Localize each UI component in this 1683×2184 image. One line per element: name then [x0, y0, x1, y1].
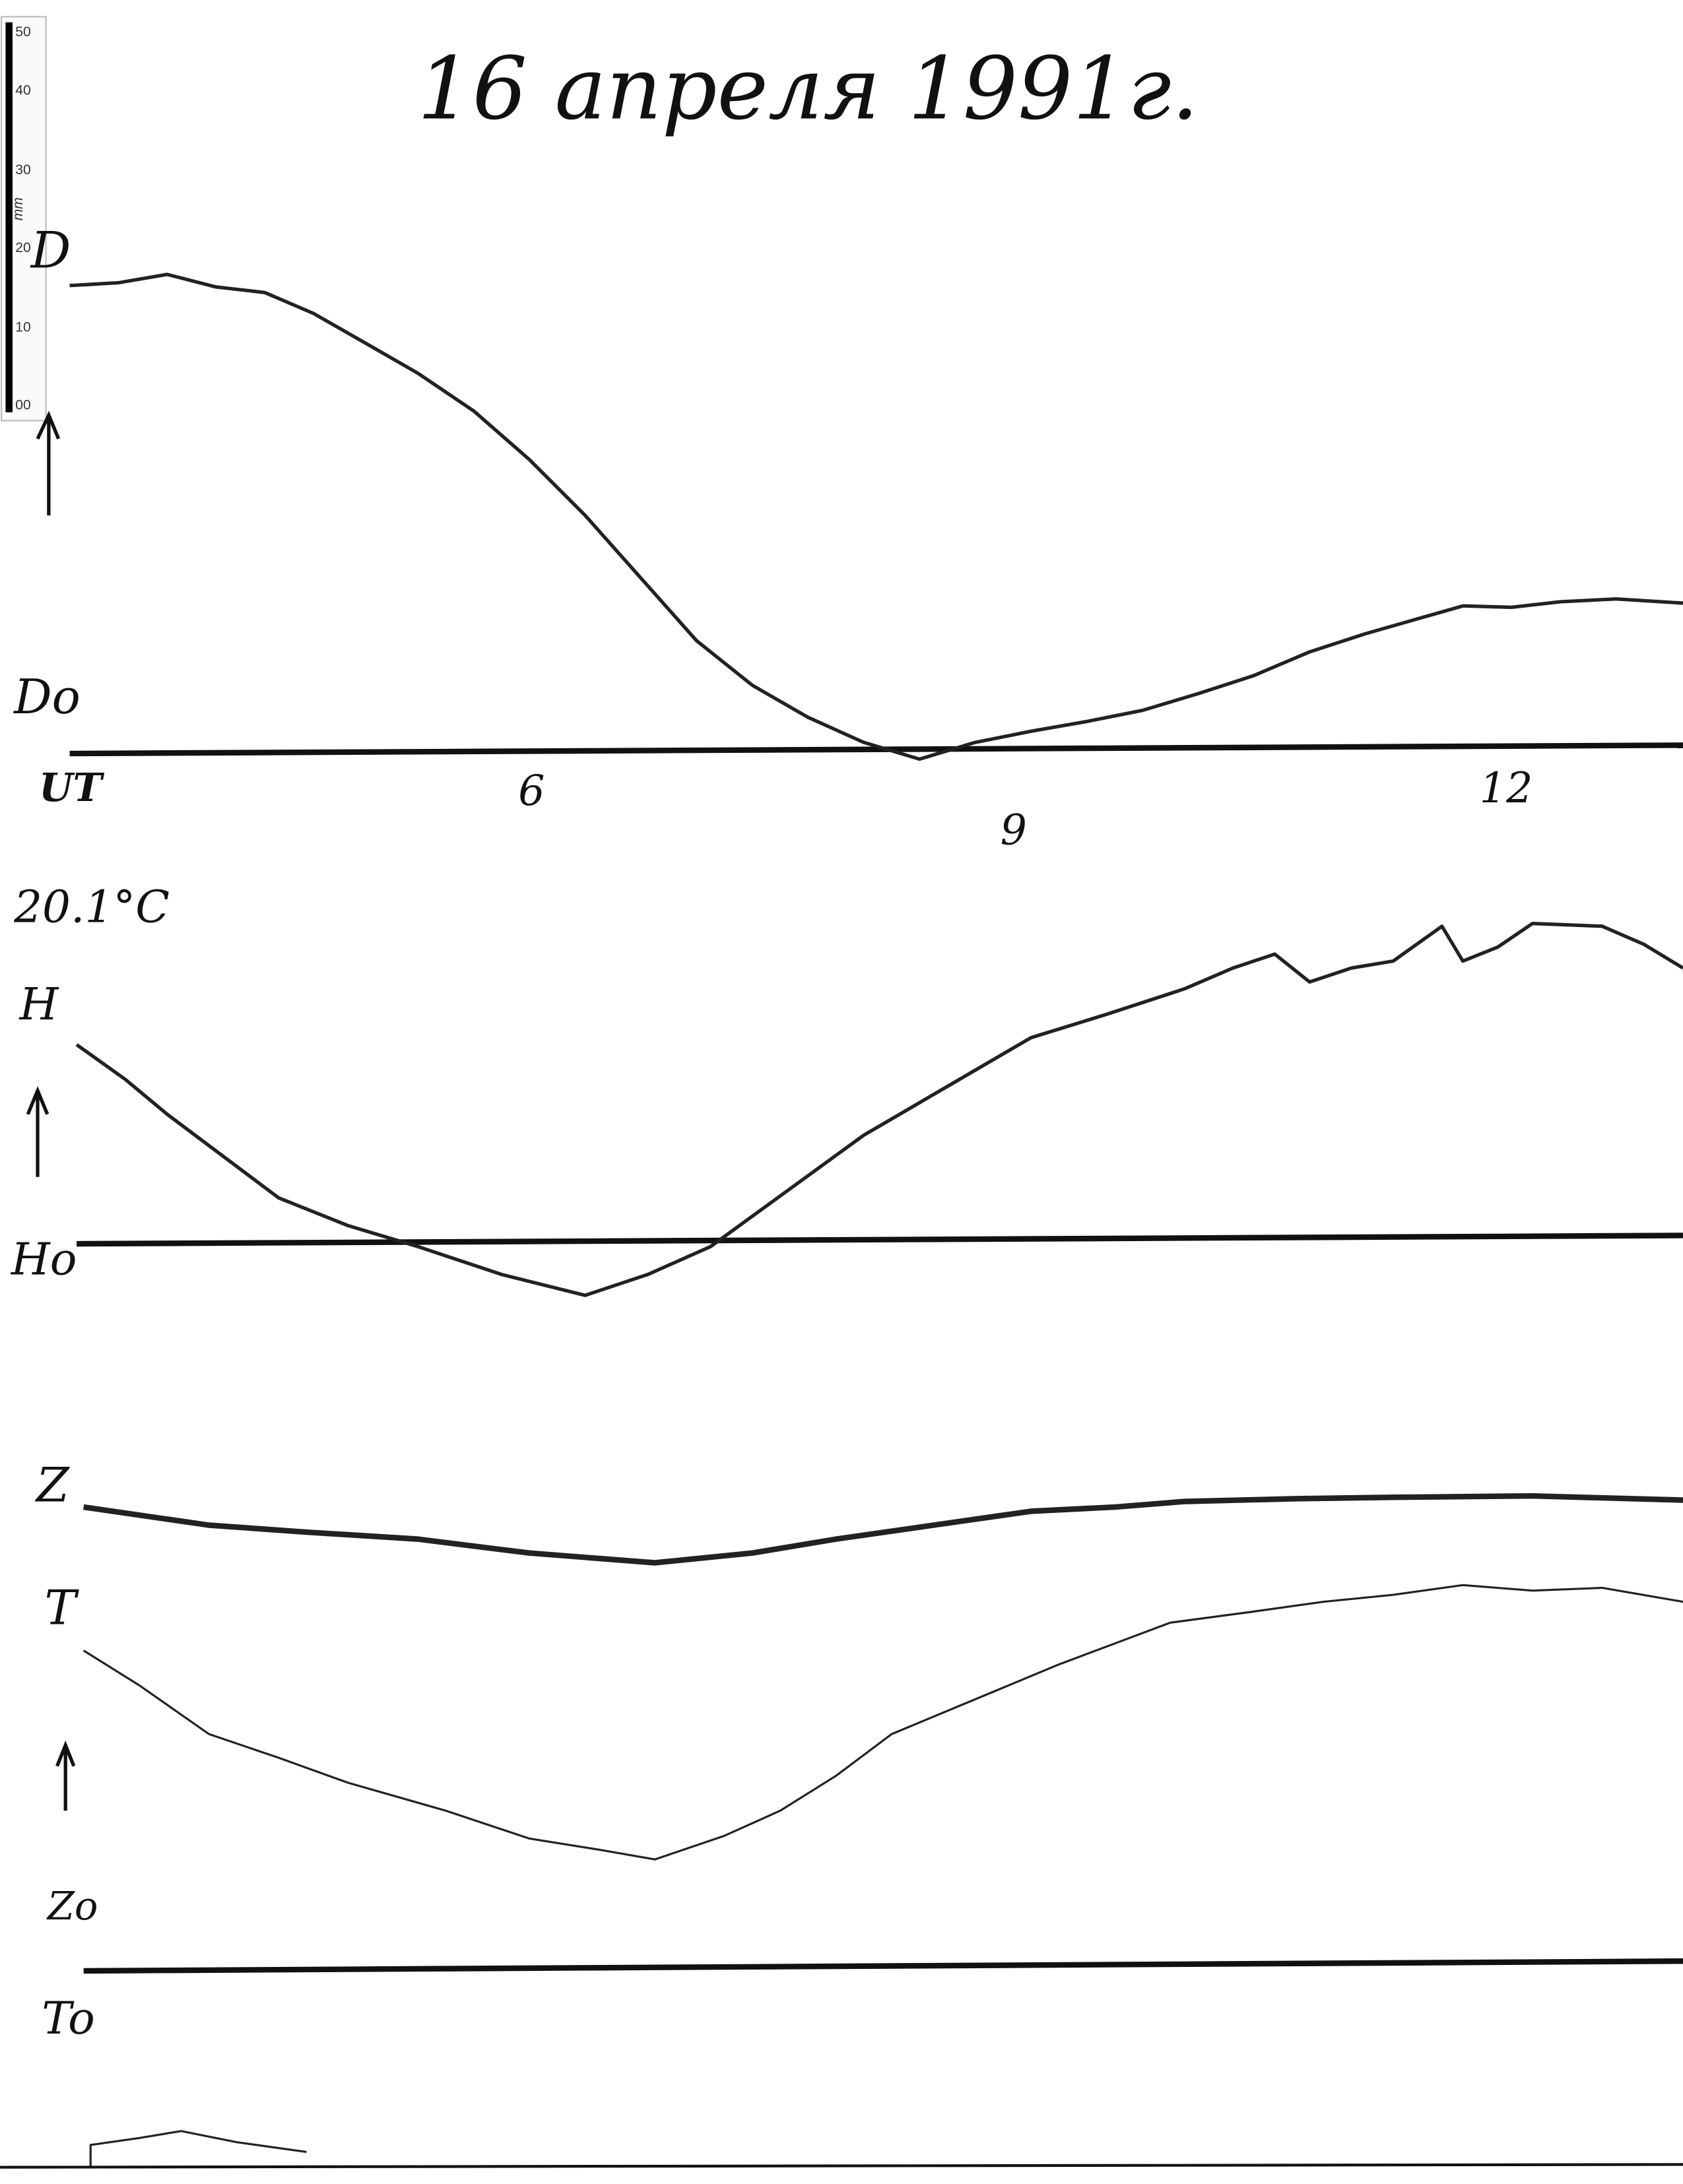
scale-label: 20 — [15, 240, 30, 255]
label-d0: Do — [13, 669, 81, 724]
title: 16 апреля 1991г. — [417, 38, 1199, 139]
label-ut: UT — [39, 765, 105, 810]
trace-d — [69, 273, 1683, 761]
label-z0: Zo — [46, 1883, 98, 1929]
trace-next — [89, 2130, 307, 2166]
arrow — [26, 1085, 50, 1177]
arrows — [26, 410, 76, 1811]
hour-label: 12 — [1480, 763, 1533, 812]
hour-label: 9 — [1001, 805, 1027, 854]
scale-label: 50 — [15, 24, 30, 40]
arrow — [36, 410, 61, 516]
ruler-bar — [5, 22, 13, 412]
scale-unit: mm — [11, 197, 26, 220]
label-d: D — [29, 220, 71, 279]
baseline-d — [69, 742, 1683, 757]
label-z: Z — [35, 1458, 70, 1513]
ruler: 50 40 30 20 10 00 mm — [1, 16, 47, 422]
arrow — [55, 1740, 76, 1811]
label-t0: To — [42, 1992, 94, 2044]
baseline-z — [83, 1958, 1683, 1974]
label-h: H — [18, 978, 59, 1030]
baseline-h — [77, 1233, 1683, 1247]
scale-label: 30 — [15, 162, 30, 177]
hour-label: 6 — [518, 766, 544, 815]
scale-label: 40 — [15, 83, 30, 98]
label-h0: Ho — [10, 1233, 77, 1285]
trace-h — [75, 921, 1683, 1297]
scale-label: 00 — [15, 398, 30, 413]
label-t: T — [45, 1580, 80, 1635]
label-temperature: 20.1°C — [13, 880, 170, 932]
trace-z — [83, 1493, 1683, 1566]
trace-t — [82, 1584, 1683, 1861]
scale-label: 10 — [15, 319, 30, 335]
paper-edge — [0, 2163, 1683, 2169]
